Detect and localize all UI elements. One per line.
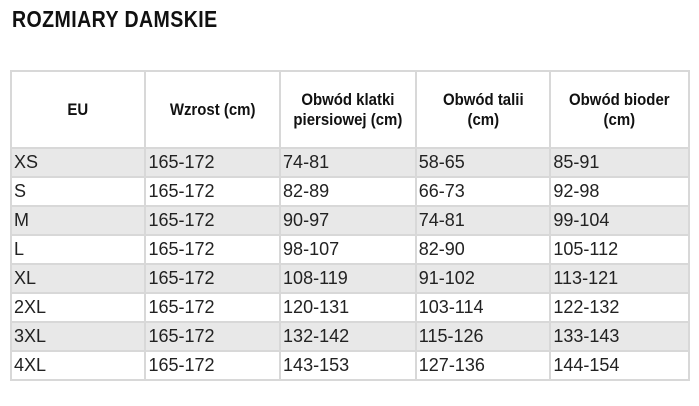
column-header-label: EU [67,99,89,119]
column-header-label: Obwód bioder (cm) [569,89,670,129]
table-cell: 133-143 [549,321,690,352]
table-cell: 165-172 [144,176,282,207]
column-header: EU [9,70,147,149]
table-cell: XS [9,147,147,178]
table-cell: 165-172 [144,350,282,381]
table-cell: M [9,205,147,236]
table-cell: 82-89 [279,176,417,207]
page-title: ROZMIARY DAMSKIE [12,6,218,32]
table-row: XL 165-172 108-119 91-102 113-121 [9,263,690,294]
table-cell: 92-98 [549,176,690,207]
table-cell: 165-172 [144,321,282,352]
table-cell: S [9,176,147,207]
table-cell: 2XL [9,292,147,323]
table-cell: 85-91 [549,147,690,178]
table-cell: 165-172 [144,205,282,236]
table-cell: L [9,234,147,265]
table-cell: 132-142 [279,321,417,352]
table-cell: 127-136 [414,350,552,381]
table-cell: 90-97 [279,205,417,236]
column-header-label: Obwód talii (cm) [442,89,524,129]
table-row: 2XL 165-172 120-131 103-114 122-132 [9,292,690,323]
table-cell: 113-121 [549,263,690,294]
table-cell: 120-131 [279,292,417,323]
table-cell: 74-81 [279,147,417,178]
table-row: S 165-172 82-89 66-73 92-98 [9,176,690,207]
table-cell: 165-172 [144,292,282,323]
column-header: Wzrost (cm) [144,70,282,149]
column-header-label: Obwód klatki piersiowej (cm) [293,89,403,129]
table-cell: 58-65 [414,147,552,178]
table-row: L 165-172 98-107 82-90 105-112 [9,234,690,265]
table-row: 4XL 165-172 143-153 127-136 144-154 [9,350,690,381]
table-cell: 82-90 [414,234,552,265]
table-cell: 144-154 [549,350,690,381]
table-cell: 165-172 [144,147,282,178]
table-row: XS 165-172 74-81 58-65 85-91 [9,147,690,178]
header-row: EU Wzrost (cm) Obwód klatki piersiowej (cm… [9,70,690,149]
table-cell: 66-73 [414,176,552,207]
table-row: M 165-172 90-97 74-81 99-104 [9,205,690,236]
size-table: EU Wzrost (cm) Obwód klatki piersiowej (cm… [9,70,690,381]
table-cell: 165-172 [144,234,282,265]
table-cell: 115-126 [414,321,552,352]
column-header-label: Wzrost (cm) [169,99,256,119]
column-header: Obwód bioder (cm) [549,70,690,149]
table-cell: XL [9,263,147,294]
table-cell: 105-112 [549,234,690,265]
column-header: Obwód talii (cm) [414,70,552,149]
table-cell: 74-81 [414,205,552,236]
table-cell: 3XL [9,321,147,352]
table-cell: 103-114 [414,292,552,323]
table-row: 3XL 165-172 132-142 115-126 133-143 [9,321,690,352]
table-cell: 122-132 [549,292,690,323]
table-cell: 108-119 [279,263,417,294]
table-cell: 91-102 [414,263,552,294]
table-cell: 143-153 [279,350,417,381]
table-cell: 165-172 [144,263,282,294]
table-cell: 99-104 [549,205,690,236]
column-header: Obwód klatki piersiowej (cm) [279,70,417,149]
table-cell: 4XL [9,350,147,381]
table-cell: 98-107 [279,234,417,265]
